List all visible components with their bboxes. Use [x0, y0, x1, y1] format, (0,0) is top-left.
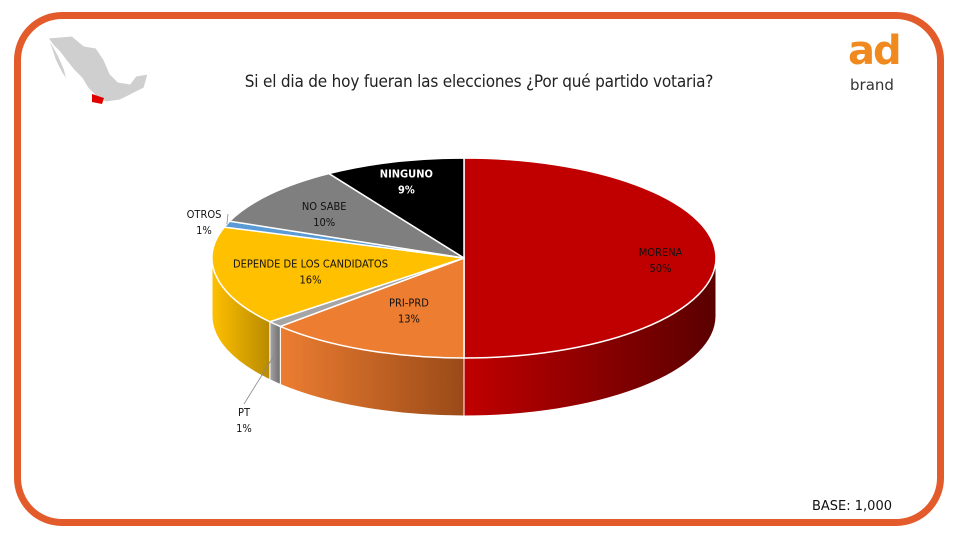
- base-label: BASE: 1,000: [811, 499, 892, 514]
- slice-value-ninguno: 9%: [398, 183, 415, 196]
- slice-value-pri-prd: 13%: [398, 312, 420, 325]
- leader-line-pt: [243, 353, 276, 405]
- ad-brand-logo: ad brand: [842, 28, 912, 94]
- leader-line-otros: [226, 213, 229, 225]
- pie-side-pt: [269, 320, 281, 386]
- pie-slice-morena: [463, 157, 717, 359]
- mexico-map-icon: [47, 35, 149, 104]
- slice-label-pri-prd: PRI-PRD: [389, 296, 429, 309]
- pie-labels: MORENA 50% PRI-PRD 13% PT 1% DEPENDE DE LOS CA…: [187, 167, 683, 435]
- logo-ad-text: ad: [848, 28, 902, 74]
- chart-title: Si el dia de hoy fueran las elecciones ¿…: [244, 72, 714, 92]
- slice-value-morena: 50%: [650, 262, 672, 275]
- pie-tops: [211, 157, 717, 359]
- slice-label-otros: OTROS: [187, 208, 222, 221]
- slice-label-morena: MORENA: [639, 246, 683, 259]
- pie-slice-pri-prd: [278, 256, 465, 359]
- slice-value-pt: 1%: [236, 422, 252, 435]
- slice-value-no-sabe: 10%: [313, 216, 335, 229]
- logo-brand-text: brand: [850, 76, 894, 94]
- pie-slice-no-sabe: [228, 172, 465, 259]
- pie-slice-ninguno: [327, 157, 465, 260]
- slice-label-ninguno: NINGUNO: [380, 167, 433, 180]
- slice-value-depende-de-los-candidatos: 16%: [300, 274, 322, 287]
- slice-label-pt: PT: [238, 406, 251, 419]
- pie-slice-depende-de-los-candidatos: [211, 226, 465, 323]
- slice-label-depende-de-los-candidatos: DEPENDE DE LOS CANDIDATOS: [233, 258, 388, 271]
- slice-value-otros: 1%: [196, 224, 212, 237]
- slice-label-no-sabe: NO SABE: [302, 200, 347, 213]
